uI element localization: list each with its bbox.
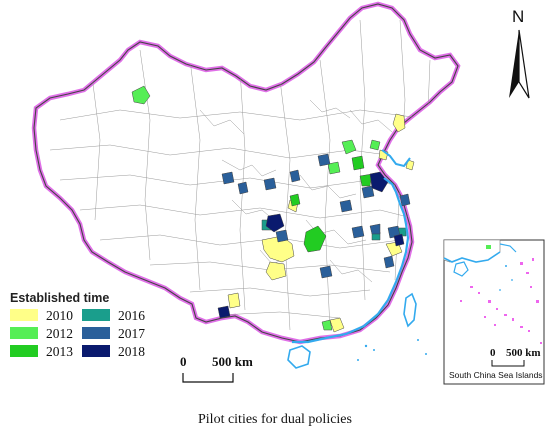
- hainan-island: [287, 345, 311, 369]
- city-2018: [265, 213, 285, 233]
- city-2010: [405, 159, 415, 171]
- legend-label-2012: 2012: [46, 326, 73, 341]
- taiwan-island: [403, 292, 417, 328]
- city-2017: [319, 265, 333, 279]
- legend-swatch-2012: [10, 327, 38, 339]
- city-2010: [329, 317, 345, 333]
- city-2013: [351, 155, 365, 171]
- pilot-cities: [131, 85, 415, 333]
- city-2017: [361, 185, 375, 199]
- city-2013: [303, 225, 327, 253]
- south-china-sea-inset: 0 500 km South China Sea Islands: [443, 239, 545, 385]
- city-2018: [217, 305, 231, 319]
- legend-label-2018: 2018: [118, 344, 145, 359]
- legend-swatch-2017: [82, 327, 110, 339]
- figure-caption: Pilot cities for dual policies: [198, 412, 352, 427]
- city-2012: [369, 139, 381, 151]
- legend-swatch-2018: [82, 345, 110, 357]
- city-2017: [317, 153, 331, 167]
- city-2018: [369, 171, 389, 193]
- legend-label-2010: 2010: [46, 308, 73, 323]
- city-2012: [327, 161, 341, 175]
- north-arrow: N: [509, 7, 530, 99]
- city-2010: [265, 261, 287, 281]
- city-2010: [227, 292, 241, 309]
- scale-label: 500 km: [212, 354, 253, 369]
- coastline: [292, 177, 410, 344]
- legend-label-2013: 2013: [46, 344, 73, 359]
- inset-hainan: [453, 261, 469, 277]
- city-2017: [383, 255, 395, 269]
- coastline-north: [381, 149, 411, 168]
- city-2017: [221, 171, 235, 185]
- city-2017: [369, 223, 381, 235]
- inset-scale-zero: 0: [490, 347, 496, 359]
- city-2013: [289, 193, 301, 207]
- city-2017: [351, 225, 365, 239]
- city-2017: [263, 177, 277, 191]
- inset-islands: [460, 258, 542, 344]
- city-2017: [399, 193, 411, 207]
- legend-title: Established time: [10, 291, 109, 305]
- legend-label-2016: 2016: [118, 308, 145, 323]
- city-2012: [341, 139, 357, 155]
- legend-label-2017: 2017: [118, 326, 145, 341]
- inset-caption: South China Sea Islands: [449, 370, 543, 380]
- legend-swatch-2016: [82, 309, 110, 321]
- city-2017: [237, 181, 249, 195]
- city-2018: [393, 233, 405, 247]
- legend-swatch-2013: [10, 345, 38, 357]
- city-2017: [275, 229, 289, 243]
- legend: Established time 2010 2012 2013 2016 201…: [10, 291, 145, 359]
- city-2017: [339, 199, 353, 213]
- city-2017: [289, 169, 301, 183]
- inset-scale-label: 500 km: [506, 347, 541, 359]
- scale-zero: 0: [180, 354, 187, 369]
- city-2010: [392, 113, 406, 133]
- city-2012: [131, 85, 151, 105]
- scale-bar: 0 500 km: [180, 354, 253, 383]
- city-2012: [321, 319, 333, 331]
- svg-text:N: N: [512, 7, 524, 26]
- legend-swatch-2010: [10, 309, 38, 321]
- offshore-islands: [357, 339, 427, 361]
- city-2013: [359, 173, 373, 187]
